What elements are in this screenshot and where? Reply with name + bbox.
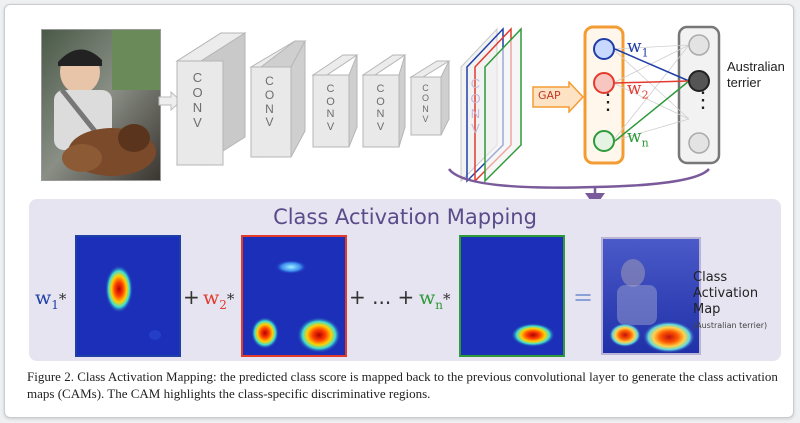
conv-label-2: C O N V bbox=[264, 74, 276, 130]
conv-block-3 bbox=[311, 54, 359, 148]
conv-label-3: C O N V bbox=[326, 83, 336, 133]
cam-sublabel: (Australian terrier) bbox=[693, 321, 768, 330]
fc-weight-wn: wn bbox=[627, 127, 649, 150]
conv-block-1 bbox=[175, 32, 247, 166]
activation-map-n bbox=[459, 235, 565, 357]
figure-caption: Figure 2. Class Activation Mapping: the … bbox=[27, 369, 778, 401]
photo-illustration bbox=[42, 30, 160, 180]
cam-label-line2: Activation bbox=[693, 286, 759, 301]
cam-title: Class Activation Mapping bbox=[273, 205, 537, 229]
conv-block-2 bbox=[249, 40, 307, 158]
output-dots: ⋮ bbox=[692, 87, 714, 112]
eq-plus-dots: + ... + bbox=[349, 285, 415, 309]
eq-w1: w1* bbox=[35, 287, 67, 312]
conv-label-5: C O N V bbox=[421, 83, 430, 125]
input-arrow bbox=[158, 91, 182, 111]
gap-label: GAP bbox=[538, 89, 561, 102]
activation-map-1 bbox=[75, 235, 181, 357]
gap-dots: ⋮ bbox=[597, 89, 619, 114]
figure-frame: C O N V C O N V C O N V C O N V C O N V … bbox=[4, 4, 794, 418]
eq-plus-1: + bbox=[183, 285, 200, 309]
input-photo bbox=[41, 29, 161, 181]
fc-weight-w2: w2 bbox=[627, 79, 649, 102]
activation-map-2 bbox=[241, 235, 347, 357]
heatmap-2 bbox=[243, 237, 345, 355]
cam-label: Class Activation Map (Australian terrier… bbox=[693, 270, 767, 334]
eq-w2: w2* bbox=[203, 287, 235, 312]
gap-arrow bbox=[532, 81, 585, 113]
feature-map-stack bbox=[460, 27, 522, 183]
fc-layer bbox=[583, 25, 721, 165]
cam-label-line1: Class bbox=[693, 270, 728, 285]
class-activation-map bbox=[601, 237, 701, 355]
conv-label-4: C O N V bbox=[376, 83, 386, 133]
heatmap-1 bbox=[77, 237, 179, 355]
eq-equals: = bbox=[573, 283, 594, 311]
conv-block-4 bbox=[361, 54, 407, 148]
eq-wn: wn* bbox=[419, 287, 451, 312]
conv-block-5 bbox=[409, 60, 451, 136]
heatmap-n bbox=[461, 237, 563, 355]
fc-weight-w1: w1 bbox=[627, 37, 649, 60]
output-class-label: Australian terrier bbox=[727, 59, 785, 90]
conv-label-1: C O N V bbox=[192, 70, 204, 130]
conv-label-stack: C O N V bbox=[470, 76, 482, 136]
cam-overlay bbox=[603, 239, 699, 353]
cam-label-line3: Map bbox=[693, 302, 721, 317]
conv-blocks bbox=[175, 27, 522, 183]
